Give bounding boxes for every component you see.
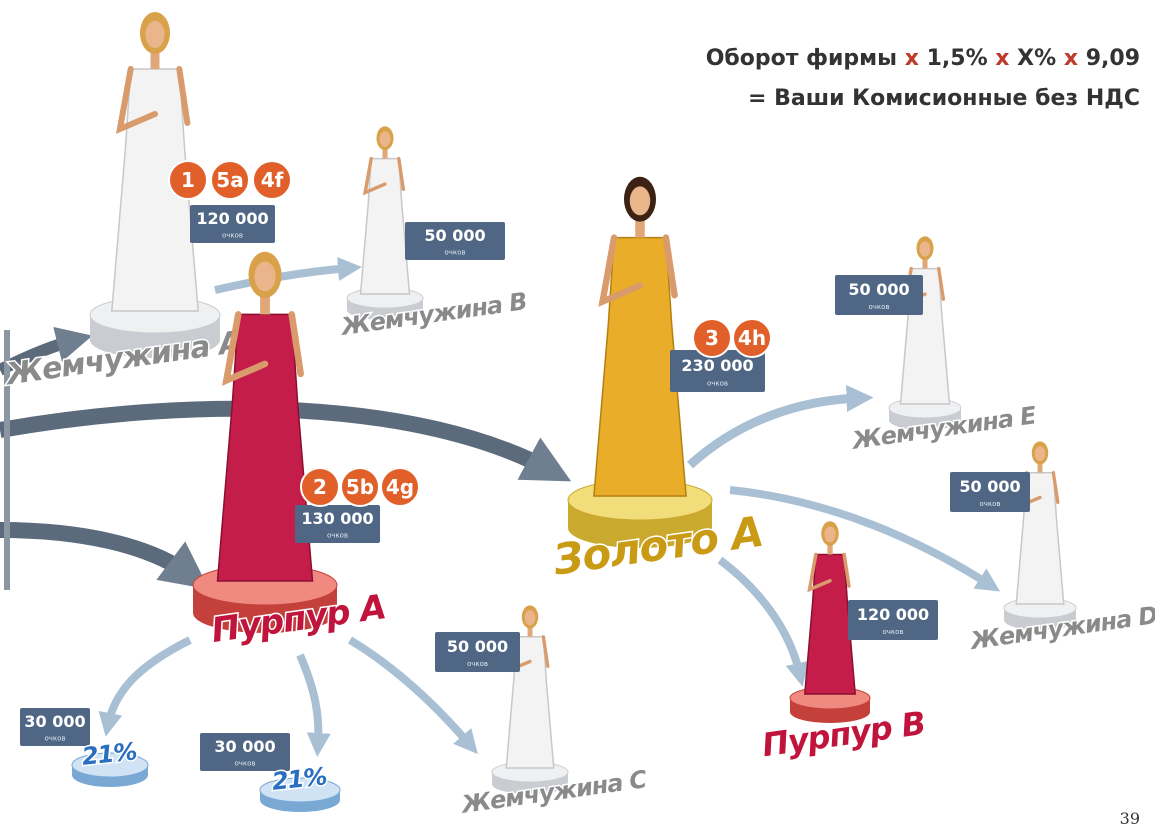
formula: Оборот фирмы x 1,5% x X% x 9,09 [706, 46, 1140, 71]
points-unit: очков [467, 660, 488, 668]
points-value: 50 000 [848, 280, 909, 299]
badge-text: 3 [705, 326, 719, 350]
points-unit: очков [222, 231, 243, 239]
badge-text: 1 [181, 168, 195, 192]
points-value: 30 000 [24, 712, 85, 731]
points-unit: очков [707, 380, 728, 388]
figure-head [380, 131, 391, 146]
node: 30 000 очков 21% [20, 708, 148, 787]
points-value: 50 000 [959, 477, 1020, 496]
points-value: 30 000 [214, 737, 275, 756]
figure-head [1035, 446, 1046, 461]
points-value: 120 000 [196, 209, 268, 228]
points-value: 50 000 [424, 226, 485, 245]
points-unit: очков [979, 500, 1000, 508]
formula-part: X% [1017, 46, 1056, 71]
page-number: 39 [1120, 809, 1140, 828]
figure-head [630, 186, 650, 215]
badge-text: 5a [216, 168, 243, 192]
formula-operator: x [905, 46, 919, 71]
points-unit: очков [868, 303, 889, 311]
badge-text: 4h [738, 326, 766, 350]
points-unit: очков [444, 248, 465, 256]
formula-part: 9,09 [1086, 46, 1140, 71]
points-value: 120 000 [857, 605, 929, 624]
badge-text: 2 [313, 475, 327, 499]
points-unit: очков [882, 628, 903, 636]
figure-head [525, 610, 536, 625]
formula-part: 1,5% [927, 46, 988, 71]
points-value: 230 000 [681, 356, 753, 375]
formula-operator: x [995, 46, 1009, 71]
badge-text: 5b [346, 475, 374, 499]
badge-text: 4f [261, 168, 284, 192]
formula-operator: x [1064, 46, 1078, 71]
diagram: Оборот фирмы x 1,5% x X% x 9,09 = Ваши К… [0, 0, 1155, 832]
percent: 21% [271, 762, 328, 796]
figure-head [254, 262, 275, 292]
points-unit: очков [234, 759, 255, 767]
formula-part: Оборот фирмы [706, 46, 897, 71]
figure-head [145, 21, 164, 48]
points-unit: очков [327, 531, 348, 539]
formula-result: = Ваши Комисионные без НДС [748, 86, 1140, 111]
figure-head [920, 241, 931, 256]
points-value: 50 000 [447, 637, 508, 656]
figure-head [824, 527, 835, 543]
badge-text: 4g [386, 475, 414, 499]
points-unit: очков [44, 734, 65, 742]
percent: 21% [81, 737, 138, 771]
points-value: 130 000 [301, 509, 373, 528]
